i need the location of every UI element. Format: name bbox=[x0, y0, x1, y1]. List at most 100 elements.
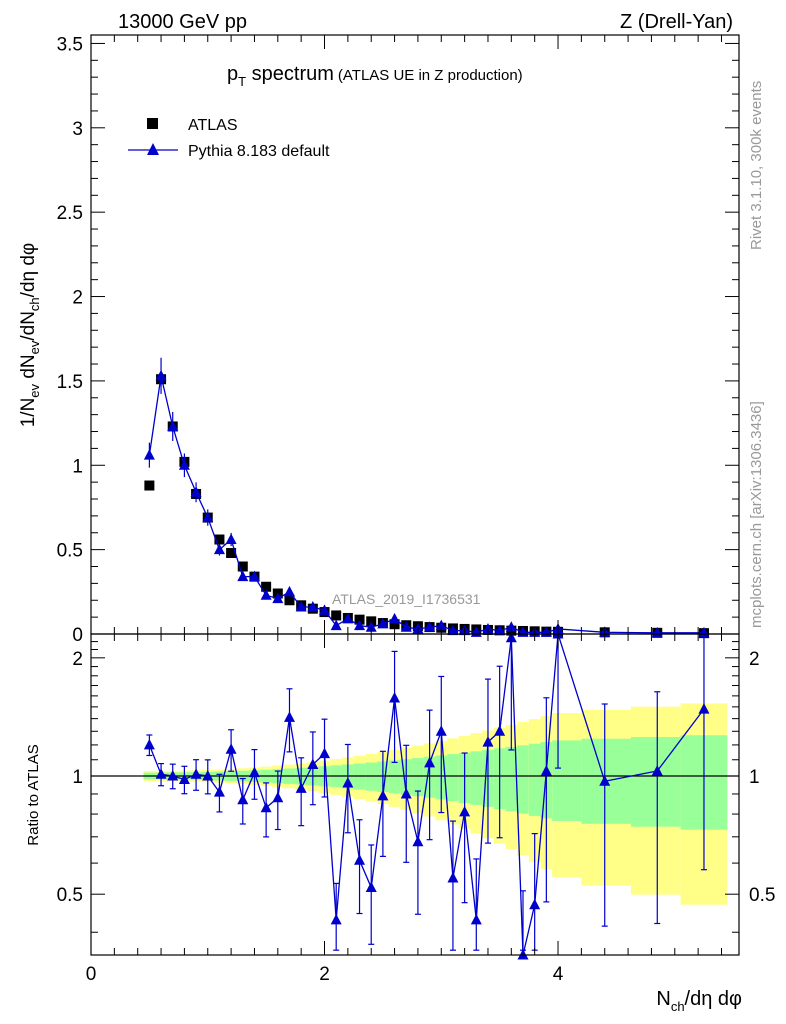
pythia-marker bbox=[389, 612, 401, 624]
pythia-marker bbox=[651, 626, 663, 638]
pythia-marker bbox=[424, 621, 436, 632]
ratio-marker bbox=[517, 949, 529, 960]
pythia-marker bbox=[155, 369, 167, 381]
pythia-marker bbox=[167, 420, 179, 431]
main-y-tick-label: 3.5 bbox=[57, 34, 83, 55]
ratio-marker bbox=[354, 854, 366, 865]
band-inner-bin bbox=[412, 757, 424, 797]
pythia-marker bbox=[494, 624, 506, 636]
ratio-marker bbox=[651, 764, 663, 776]
main-mc-series bbox=[143, 357, 710, 638]
pythia-marker bbox=[295, 601, 307, 612]
ratio-marker bbox=[435, 725, 447, 736]
pythia-marker bbox=[202, 511, 214, 523]
ratio-marker bbox=[155, 768, 167, 779]
pythia-marker bbox=[237, 570, 249, 582]
main-y-tick-label: 1 bbox=[72, 456, 83, 477]
ratio-y-tick-label-right: 2 bbox=[749, 649, 760, 670]
legend-data-label: ATLAS bbox=[188, 117, 238, 134]
pythia-marker bbox=[225, 533, 237, 545]
band-inner-bin bbox=[447, 754, 459, 802]
main-y-tick-label: 0 bbox=[72, 625, 83, 646]
band-inner-bin bbox=[552, 740, 582, 822]
legend: ATLAS Pythia 8.183 default bbox=[128, 117, 330, 160]
legend-mc-marker bbox=[147, 143, 159, 155]
ratio-marker bbox=[482, 736, 494, 747]
atlas-data-point bbox=[144, 480, 155, 491]
atlas-data-point bbox=[331, 610, 342, 621]
pythia-marker bbox=[190, 486, 202, 497]
atlas-data-point bbox=[284, 595, 295, 606]
ratio-marker bbox=[248, 766, 260, 778]
atlas-data-point bbox=[389, 619, 400, 630]
ratio-ylabel: Ratio to ATLAS bbox=[25, 744, 42, 845]
band-inner-bin bbox=[517, 745, 529, 814]
pythia-marker bbox=[435, 619, 447, 631]
ratio-marker bbox=[389, 692, 401, 703]
main-y-tick-label: 3 bbox=[72, 119, 83, 140]
main-ylabel: 1/Nev dNev/dNch/dη dφ bbox=[18, 243, 42, 428]
ratio-marker bbox=[143, 738, 155, 750]
ratio-marker bbox=[307, 758, 319, 769]
pythia-marker bbox=[143, 449, 155, 460]
pythia-marker bbox=[400, 621, 412, 632]
ratio-y-tick-label: 0.5 bbox=[57, 885, 83, 906]
ratio-marker bbox=[167, 770, 179, 781]
pythia-marker bbox=[319, 604, 331, 615]
analysis-id: ATLAS_2019_I1736531 bbox=[332, 591, 481, 607]
ratio-marker bbox=[412, 835, 424, 847]
ratio-marker bbox=[365, 881, 377, 893]
ratio-frame bbox=[90, 633, 740, 956]
ratio-marker bbox=[400, 787, 412, 799]
ratio-marker bbox=[260, 801, 272, 813]
ratio-y-tick-label-right: 1 bbox=[749, 767, 760, 788]
pythia-marker bbox=[377, 617, 389, 629]
ratio-marker bbox=[213, 786, 225, 797]
ratio-marker bbox=[330, 913, 342, 925]
mcplots-label: mcplots.cern.ch [arXiv:1306.3436] bbox=[748, 401, 765, 628]
ratio-y-tick-label: 2 bbox=[72, 649, 83, 670]
ratio-marker bbox=[178, 773, 190, 784]
ratio-marker bbox=[529, 898, 541, 910]
pythia-marker bbox=[505, 621, 517, 632]
process-label: Z (Drell-Yan) bbox=[620, 11, 733, 33]
ratio-marker bbox=[494, 725, 506, 736]
ratio-marker bbox=[424, 756, 436, 768]
ratio-marker bbox=[202, 770, 214, 781]
ratio-marker bbox=[237, 793, 249, 805]
ratio-marker bbox=[283, 711, 295, 722]
pythia-marker bbox=[698, 626, 710, 638]
pythia-marker bbox=[178, 459, 190, 470]
ratio-marker bbox=[295, 782, 307, 793]
main-y-tick-label: 1.5 bbox=[57, 372, 83, 393]
pythia-marker bbox=[272, 592, 284, 604]
main-y-tick-label: 2 bbox=[72, 288, 83, 309]
ratio-marker bbox=[470, 913, 482, 925]
atlas-data-point bbox=[214, 534, 225, 545]
atlas-data-point bbox=[261, 581, 272, 592]
pythia-marker bbox=[365, 621, 377, 632]
main-y-tick-label: 0.5 bbox=[57, 541, 83, 562]
pythia-marker bbox=[213, 543, 225, 555]
ratio-marker bbox=[540, 764, 552, 776]
ratio-marker bbox=[272, 791, 284, 803]
pythia-marker bbox=[248, 570, 260, 582]
pythia-marker bbox=[342, 612, 354, 624]
legend-mc-label: Pythia 8.183 default bbox=[188, 143, 330, 160]
rivet-label: Rivet 3.1.10, 300k events bbox=[748, 81, 765, 250]
pythia-marker bbox=[283, 585, 295, 597]
svg-text:pT spectrum(ATLAS UE in Z prod: pT spectrum (ATLAS UE in Z production) bbox=[227, 63, 523, 89]
ratio-marker bbox=[377, 789, 389, 801]
energy-label: 13000 GeV pp bbox=[118, 11, 247, 33]
x-tick-label: 4 bbox=[553, 964, 564, 985]
main-y-tick-label: 2.5 bbox=[57, 203, 83, 224]
pythia-marker bbox=[307, 601, 319, 612]
ratio-marker bbox=[342, 776, 354, 788]
ratio-y-tick-label: 1 bbox=[72, 767, 83, 788]
pythia-marker bbox=[354, 619, 366, 631]
band-inner-bin bbox=[505, 746, 518, 812]
band-inner-bin bbox=[388, 760, 401, 794]
pythia-marker bbox=[260, 589, 272, 600]
atlas-data-point bbox=[237, 561, 248, 572]
